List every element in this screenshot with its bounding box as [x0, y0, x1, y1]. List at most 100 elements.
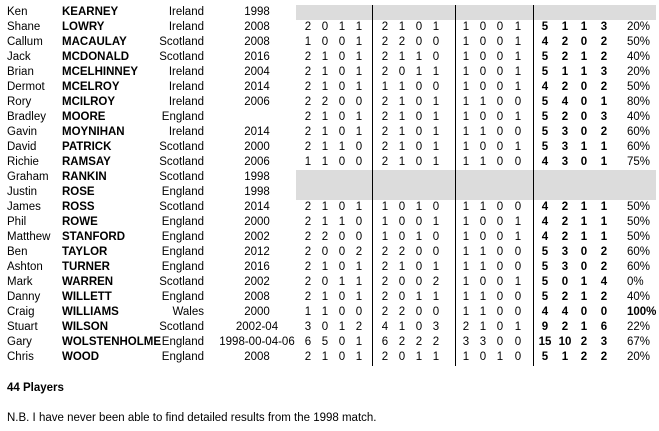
stat: 1	[355, 126, 363, 138]
stat: 1	[580, 276, 588, 288]
country: Scotland	[159, 201, 204, 213]
stat: 2	[304, 51, 312, 63]
stat: 3	[462, 336, 470, 348]
stat: 0	[479, 351, 487, 363]
year: 2006	[244, 96, 270, 108]
year: 2016	[244, 261, 270, 273]
year: 2008	[244, 21, 270, 33]
year: 2014	[244, 126, 270, 138]
stat: 0	[514, 336, 522, 348]
percentage: 50%	[627, 81, 651, 93]
stat: 3	[600, 66, 608, 78]
country: Ireland	[168, 126, 204, 138]
stat: 1	[432, 21, 440, 33]
stat: 2	[561, 51, 569, 63]
stat: 2	[304, 141, 312, 153]
stat: 2	[304, 81, 312, 93]
stat: 1	[321, 291, 329, 303]
stat: 1	[415, 201, 423, 213]
stat: 2	[304, 96, 312, 108]
stat: 6	[600, 321, 608, 333]
stat: 1	[462, 96, 470, 108]
stat: 1	[321, 351, 329, 363]
stat: 0	[338, 201, 346, 213]
surname: ROSS	[62, 201, 95, 213]
stat: 0	[580, 261, 588, 273]
stat: 1	[432, 66, 440, 78]
stat: 1	[462, 201, 470, 213]
stat: 2	[381, 351, 389, 363]
stat: 0	[398, 276, 406, 288]
stat: 5	[541, 141, 549, 153]
stat: 1	[600, 201, 608, 213]
year: 2008	[244, 291, 270, 303]
stat: 2	[462, 321, 470, 333]
stat: 0	[496, 231, 504, 243]
stat: 0	[398, 201, 406, 213]
stat: 5	[541, 111, 549, 123]
stat: 2	[600, 51, 608, 63]
stat: 0	[398, 66, 406, 78]
stat: 0	[355, 156, 363, 168]
percentage: 20%	[627, 351, 651, 363]
percentage: 0%	[627, 276, 644, 288]
stat: 0	[338, 126, 346, 138]
stat: 2	[304, 246, 312, 258]
stat: 0	[415, 321, 423, 333]
stat: 1	[600, 96, 608, 108]
surname: MCELHINNEY	[62, 66, 139, 78]
stat: 2	[304, 216, 312, 228]
first-name: Matthew	[7, 231, 51, 243]
stat: 1	[321, 81, 329, 93]
surname: TAYLOR	[62, 246, 108, 258]
stat: 1	[432, 351, 440, 363]
percentage: 20%	[627, 21, 651, 33]
stat: 0	[580, 36, 588, 48]
stat: 1	[561, 21, 569, 33]
stat: 5	[541, 21, 549, 33]
country: England	[161, 261, 204, 273]
stat: 0	[432, 246, 440, 258]
stat: 0	[355, 231, 363, 243]
stat: 2	[304, 231, 312, 243]
stat: 1	[432, 291, 440, 303]
stat: 0	[355, 216, 363, 228]
stat: 0	[415, 306, 423, 318]
stat: 2	[355, 321, 363, 333]
stat: 15	[538, 336, 552, 348]
stat: 1	[304, 306, 312, 318]
percentage: 50%	[627, 216, 651, 228]
year: 2004	[244, 66, 270, 78]
percentage: 40%	[627, 291, 651, 303]
first-name: Gavin	[7, 126, 38, 138]
stat: 1	[381, 81, 389, 93]
stat: 2	[381, 66, 389, 78]
stat: 1	[304, 36, 312, 48]
stat: 0	[415, 111, 423, 123]
stat: 1	[479, 201, 487, 213]
percentage: 60%	[627, 141, 651, 153]
stat: 3	[561, 246, 569, 258]
stat: 1	[432, 216, 440, 228]
year: 2002-04	[235, 321, 279, 333]
country: Scotland	[159, 36, 204, 48]
stat: 1	[338, 141, 346, 153]
stat: 5	[541, 261, 549, 273]
stat: 0	[321, 21, 329, 33]
stat: 2	[321, 96, 329, 108]
stat: 1	[415, 51, 423, 63]
stat: 0	[338, 81, 346, 93]
country: England	[161, 351, 204, 363]
year: 2016	[244, 51, 270, 63]
stat: 0	[496, 111, 504, 123]
stat: 1	[415, 351, 423, 363]
stat: 1	[580, 216, 588, 228]
stat: 1	[600, 141, 608, 153]
stat: 0	[321, 276, 329, 288]
surname: KEARNEY	[62, 6, 119, 18]
stat: 1	[514, 51, 522, 63]
empty-row-shade	[296, 170, 656, 185]
first-name: Phil	[7, 216, 27, 228]
country: Scotland	[159, 141, 204, 153]
stat: 2	[580, 351, 588, 363]
